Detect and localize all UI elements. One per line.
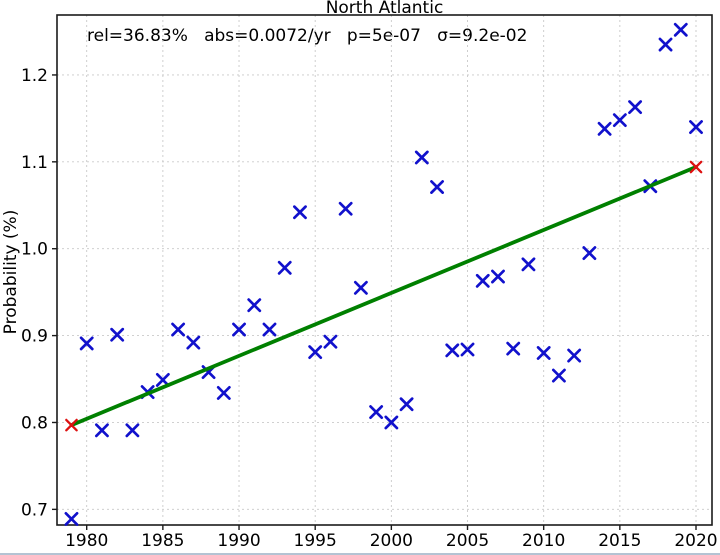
data-point-marker (521, 257, 536, 272)
data-point-marker (399, 397, 414, 412)
data-point-marker (597, 121, 612, 136)
data-point-marker (414, 150, 429, 165)
data-point-marker (277, 260, 292, 275)
data-point-marker (216, 385, 231, 400)
data-point-marker (491, 269, 505, 284)
data-point-marker (612, 113, 627, 128)
data-point-marker (110, 327, 125, 342)
trend-endpoint-marker (65, 418, 78, 432)
x-tick-label: 2000 (370, 531, 413, 551)
chart-title: North Atlantic (325, 0, 444, 18)
plot-frame (56, 14, 713, 526)
y-tick-label: 1.0 (21, 240, 48, 260)
data-point-marker (369, 405, 384, 420)
x-tick-label: 2010 (522, 531, 565, 551)
data-point-marker (506, 341, 521, 356)
data-point-marker (384, 415, 399, 430)
x-tick-label: 1980 (65, 531, 108, 551)
data-point-marker (125, 423, 140, 438)
x-tick-label: 2005 (446, 531, 489, 551)
data-point-marker (536, 346, 551, 360)
data-point-marker (293, 205, 307, 220)
data-point-marker (689, 120, 703, 135)
data-point-marker (64, 511, 79, 526)
y-tick-label: 0.8 (21, 413, 48, 433)
trend-line (69, 165, 698, 427)
data-point-marker (430, 180, 445, 194)
data-point-marker (94, 423, 109, 438)
y-tick-label: 0.7 (21, 500, 48, 520)
x-tick-label: 2020 (674, 531, 717, 551)
data-point-marker (186, 335, 201, 350)
data-point-marker (673, 22, 688, 37)
x-tick-label: 2015 (598, 531, 641, 551)
y-tick-label: 0.9 (21, 327, 48, 347)
data-point-marker (247, 298, 262, 313)
window-bottom-edge (0, 553, 720, 555)
y-tick-label: 1.1 (21, 153, 48, 173)
data-point-marker (232, 322, 246, 337)
trend-endpoint-marker (689, 160, 703, 174)
data-point-marker (262, 322, 277, 337)
data-point-marker (628, 100, 643, 115)
data-point-marker (582, 246, 597, 261)
data-point-marker (353, 280, 368, 295)
data-point-marker (551, 368, 566, 383)
x-tick-label: 1995 (294, 531, 337, 551)
data-point-marker (338, 201, 353, 216)
data-point-marker (323, 334, 338, 349)
data-point-marker (460, 342, 475, 357)
y-tick-label: 1.2 (21, 66, 48, 86)
data-point-marker (79, 336, 94, 351)
x-tick-label: 1985 (141, 531, 184, 551)
x-tick-label: 1990 (217, 531, 260, 551)
data-point-marker (171, 322, 186, 337)
data-point-marker (567, 348, 582, 363)
data-point-marker (658, 37, 673, 52)
data-point-marker (445, 343, 460, 358)
data-point-marker (475, 273, 490, 288)
data-point-marker (155, 372, 170, 387)
data-point-marker (308, 345, 323, 360)
